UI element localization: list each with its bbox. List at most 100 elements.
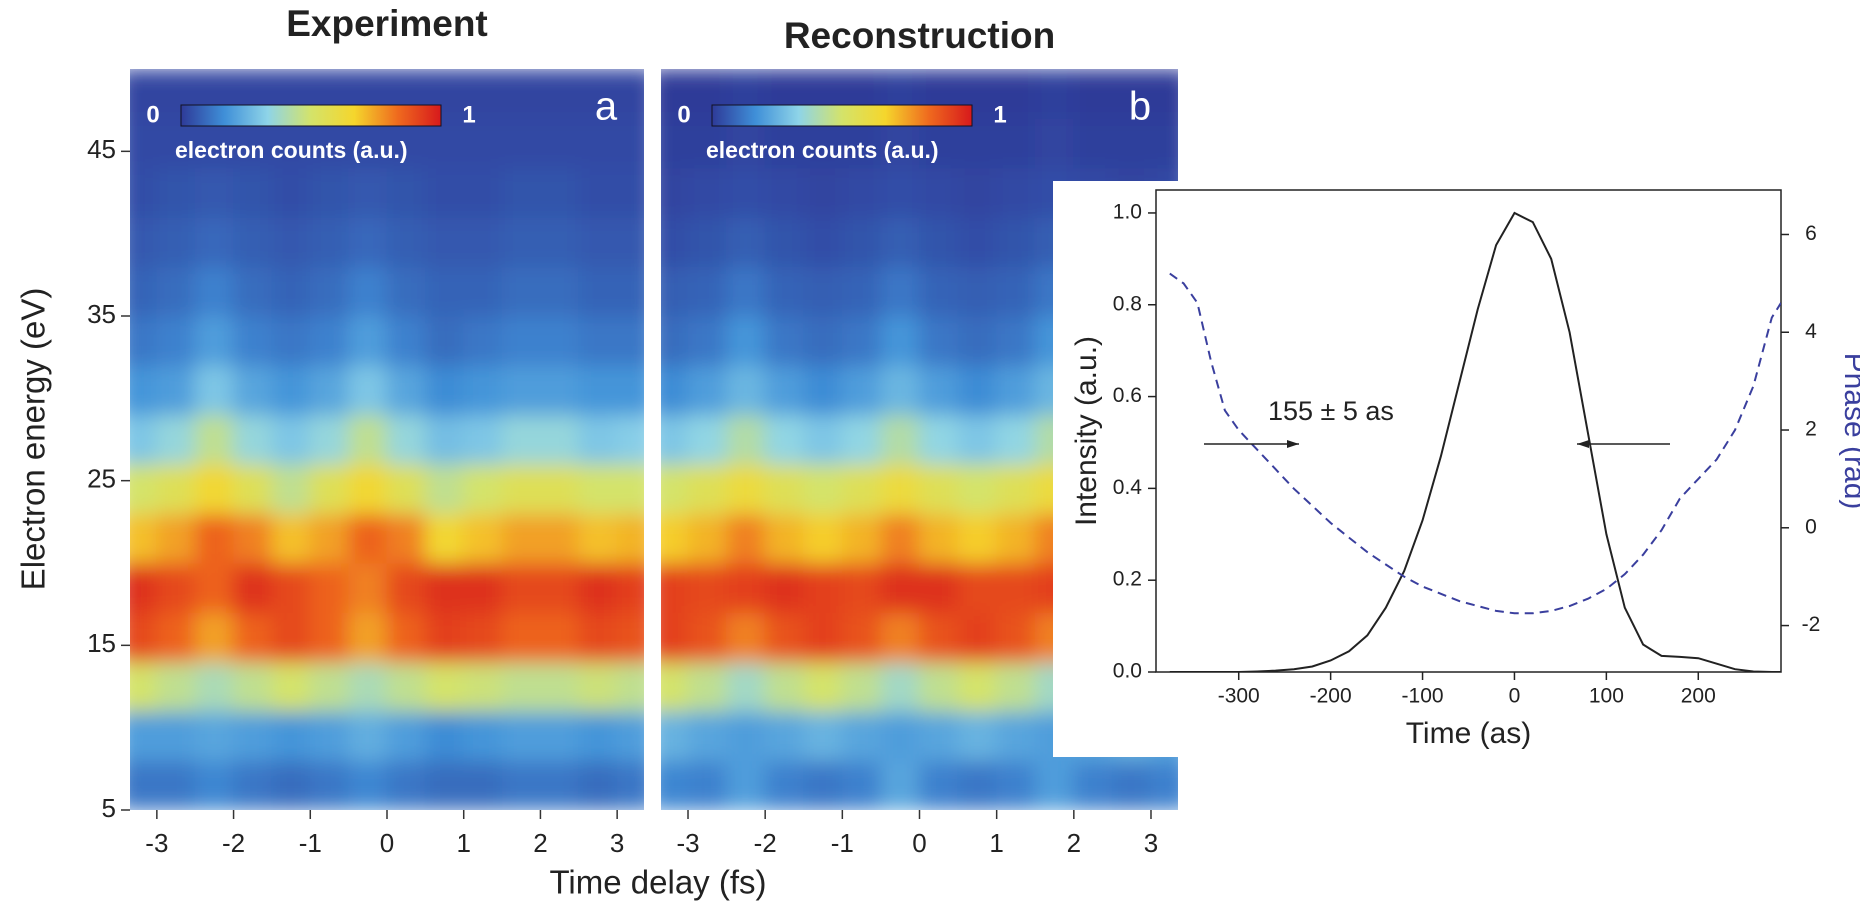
heat-cell bbox=[957, 414, 998, 465]
heat-cell bbox=[424, 661, 465, 712]
heat-cell bbox=[463, 562, 503, 613]
heat-cell bbox=[880, 216, 920, 268]
heat-cell bbox=[841, 760, 882, 810]
heat-cell bbox=[501, 661, 541, 712]
heat-cell bbox=[539, 266, 580, 317]
heat-cell bbox=[764, 661, 805, 712]
heat-cell bbox=[996, 117, 1036, 169]
heat-cell bbox=[539, 513, 580, 564]
heat-cell bbox=[386, 216, 426, 268]
heat-cell bbox=[194, 167, 235, 218]
heat-cell bbox=[156, 266, 196, 317]
x-tick-label: 0 bbox=[380, 828, 394, 858]
heat-cell bbox=[616, 167, 644, 218]
heat-cell bbox=[348, 364, 388, 416]
heat-cell bbox=[578, 760, 618, 810]
heat-cell bbox=[764, 562, 805, 613]
heat-cell bbox=[1111, 117, 1152, 169]
heat-cell bbox=[880, 562, 920, 613]
heat-cell bbox=[841, 710, 882, 762]
heat-cell bbox=[687, 463, 728, 515]
y-tick-label: 35 bbox=[87, 299, 116, 329]
heat-cell bbox=[348, 562, 388, 613]
heat-cell bbox=[726, 266, 766, 317]
heat-cell bbox=[386, 414, 426, 465]
heat-cell bbox=[156, 661, 196, 712]
heat-cell bbox=[687, 167, 728, 218]
heat-cell bbox=[233, 364, 273, 416]
heat-cell bbox=[309, 315, 350, 366]
heat-cell bbox=[919, 364, 959, 416]
heat-cell bbox=[386, 710, 426, 762]
heat-cell bbox=[957, 513, 998, 564]
heat-cell bbox=[803, 661, 843, 712]
heat-cell bbox=[803, 562, 843, 613]
y2-tick-label: -2 bbox=[1802, 613, 1821, 636]
heat-cell bbox=[726, 513, 766, 564]
heat-cell bbox=[539, 463, 580, 515]
heat-cell bbox=[764, 364, 805, 416]
heat-cell bbox=[957, 463, 998, 515]
heat-cell bbox=[348, 611, 388, 663]
colorbar bbox=[711, 104, 973, 127]
heat-cell bbox=[841, 562, 882, 613]
heat-cell bbox=[424, 167, 465, 218]
colorbar-tick-label: 0 bbox=[677, 101, 690, 128]
heat-cell bbox=[764, 315, 805, 366]
heat-cell bbox=[919, 315, 959, 366]
heat-cell bbox=[803, 710, 843, 762]
heat-cell bbox=[841, 364, 882, 416]
heat-cell bbox=[616, 364, 644, 416]
heat-cell bbox=[1111, 760, 1152, 810]
heat-cell bbox=[501, 216, 541, 268]
y2-tick-label: 2 bbox=[1805, 418, 1817, 441]
heat-cell bbox=[309, 364, 350, 416]
panel-title: Reconstruction bbox=[784, 15, 1055, 56]
heat-cell bbox=[919, 513, 959, 564]
heat-cell bbox=[687, 315, 728, 366]
heat-cell bbox=[996, 315, 1036, 366]
heat-cell bbox=[233, 513, 273, 564]
heat-cell bbox=[687, 364, 728, 416]
heat-cell bbox=[424, 760, 465, 810]
heat-cell bbox=[687, 710, 728, 762]
heat-cell bbox=[501, 463, 541, 515]
heat-cell bbox=[880, 266, 920, 317]
heat-cell bbox=[501, 364, 541, 416]
heat-cell bbox=[616, 710, 644, 762]
heat-cell bbox=[130, 266, 158, 317]
colorbar-tick-label: 0 bbox=[146, 101, 159, 128]
heat-cell bbox=[957, 710, 998, 762]
colorbar bbox=[180, 104, 442, 127]
x-tick-label: 2 bbox=[1067, 828, 1081, 858]
heat-cell bbox=[578, 611, 618, 663]
heat-cell bbox=[996, 562, 1036, 613]
panel-title: Experiment bbox=[286, 3, 488, 44]
heat-cell bbox=[687, 661, 728, 712]
heat-cell bbox=[271, 414, 311, 465]
heat-cell bbox=[463, 167, 503, 218]
heat-cell bbox=[348, 710, 388, 762]
heat-cell bbox=[764, 266, 805, 317]
heat-cell bbox=[271, 562, 311, 613]
heat-cell bbox=[130, 414, 158, 465]
heat-cell bbox=[463, 463, 503, 515]
heat-cell bbox=[348, 513, 388, 564]
heat-cell bbox=[501, 710, 541, 762]
heat-cell bbox=[803, 414, 843, 465]
y-tick-label: 5 bbox=[102, 793, 116, 823]
heat-cell bbox=[424, 216, 465, 268]
heat-cell bbox=[424, 315, 465, 366]
heat-cell bbox=[348, 216, 388, 268]
heat-cell bbox=[309, 216, 350, 268]
heat-cell bbox=[233, 611, 273, 663]
heat-cell bbox=[348, 661, 388, 712]
heat-cell bbox=[348, 760, 388, 810]
heat-cell bbox=[1034, 760, 1075, 810]
heat-cell bbox=[194, 760, 235, 810]
heat-cell bbox=[578, 315, 618, 366]
heat-cell bbox=[130, 315, 158, 366]
heat-cell bbox=[309, 710, 350, 762]
heat-cell bbox=[539, 216, 580, 268]
heat-cell bbox=[271, 167, 311, 218]
